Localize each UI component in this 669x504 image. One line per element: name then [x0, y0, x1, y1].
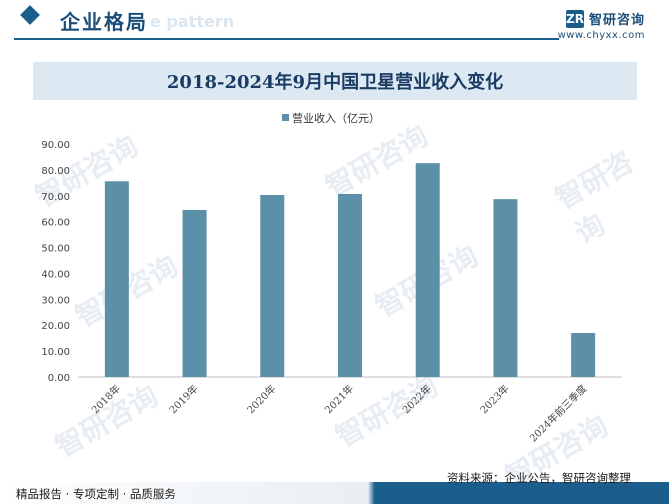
legend-label: 营业收入（亿元）	[292, 111, 380, 125]
y-tick-label: 40.00	[41, 269, 70, 280]
y-tick-label: 50.00	[41, 244, 70, 255]
y-tick-label: 70.00	[41, 192, 70, 203]
bar-chart: 营业收入（亿元） 0.00 10.00 20.00 30.00 40.00 50.00 60.…	[41, 111, 622, 445]
x-tick-label: 2023年	[477, 382, 511, 416]
bar	[338, 193, 362, 377]
page-footer: 资料来源：企业公告，智研咨询整理 精品报告 · 专项定制 · 品质服务	[0, 466, 669, 504]
brand-logo-icon: ZR	[565, 9, 584, 28]
chart-title-box: 2018-2024年9月中国卫星营业收入变化	[33, 62, 637, 100]
bar	[260, 195, 285, 377]
footer-services: 精品报告 · 专项定制 · 品质服务	[16, 487, 176, 501]
x-tick-label: 2018年	[89, 382, 123, 416]
x-tick-label: 2024年前三季度	[527, 382, 590, 445]
bar	[104, 181, 129, 377]
x-tick-label: 2021年	[322, 382, 356, 416]
x-tick-label: 2022年	[400, 382, 434, 416]
bar	[571, 332, 596, 377]
brand-url: www.chyxx.com	[557, 30, 645, 41]
bar	[493, 199, 518, 377]
y-tick-label: 20.00	[41, 321, 70, 332]
header-divider	[14, 38, 559, 40]
header-ghost-text: e pattern	[150, 12, 235, 31]
y-tick-label: 60.00	[41, 218, 70, 229]
page-title: 企业格局	[60, 10, 148, 34]
bar	[415, 163, 440, 377]
brand-name: 智研咨询	[588, 13, 645, 28]
chart-title: 2018-2024年9月中国卫星营业收入变化	[166, 72, 504, 93]
page-header: e pattern 企业格局	[0, 0, 669, 44]
y-tick-label: 30.00	[41, 295, 70, 306]
y-tick-label: 10.00	[41, 347, 70, 358]
data-source: 资料来源：企业公告，智研咨询整理	[447, 471, 631, 485]
x-tick-label: 2020年	[244, 382, 278, 416]
footer-bar	[0, 482, 669, 504]
bar	[182, 210, 207, 377]
y-tick-label: 80.00	[41, 166, 70, 177]
y-tick-label: 90.00	[41, 140, 70, 151]
y-tick-label: 0.00	[48, 373, 70, 384]
legend-swatch	[282, 114, 289, 121]
x-tick-label: 2019年	[166, 382, 200, 416]
brand-logo-block: ZR 智研咨询	[565, 9, 645, 28]
